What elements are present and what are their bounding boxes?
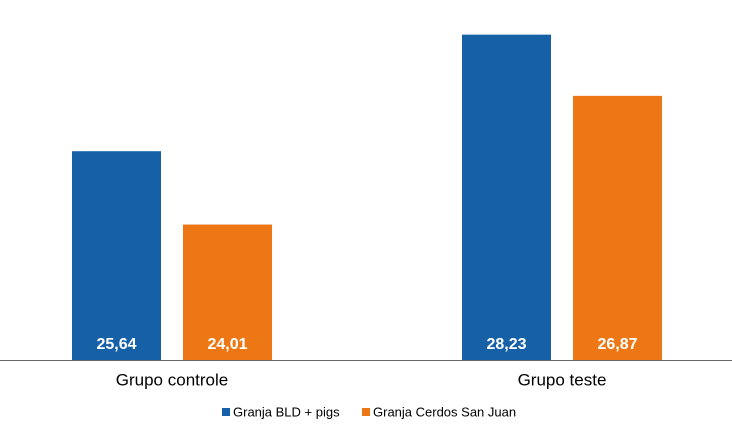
data-label: 26,87 [597, 336, 637, 353]
data-label: 28,23 [486, 336, 526, 353]
x-tick-label: Grupo controle [116, 370, 228, 389]
legend-swatch [222, 408, 230, 416]
data-label: 24,01 [207, 336, 247, 353]
bar [573, 95, 662, 360]
legend-label: Granja BLD + pigs [233, 404, 340, 419]
bar [183, 224, 272, 360]
legend-swatch [362, 408, 370, 416]
data-label: 25,64 [96, 336, 136, 353]
x-tick-label: Grupo teste [518, 370, 607, 389]
bar [462, 34, 551, 361]
legend-label: Granja Cerdos San Juan [373, 404, 516, 419]
bar [72, 151, 161, 360]
